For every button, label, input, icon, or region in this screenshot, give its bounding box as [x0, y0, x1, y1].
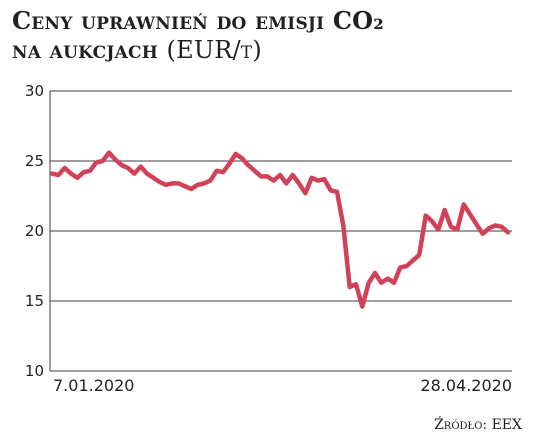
- y-axis: 10 15 20 25 30: [25, 82, 44, 380]
- y-tick-label-10: 10: [25, 362, 44, 380]
- chart-title: Ceny uprawnień do emisji CO₂ na aukcjach…: [12, 6, 532, 65]
- y-tick-label-15: 15: [25, 292, 44, 310]
- source-note: Źródło: EEX: [434, 417, 522, 433]
- x-end-label: 28.04.2020: [420, 376, 512, 395]
- y-tick-label-20: 20: [25, 222, 44, 240]
- gridlines: [49, 90, 512, 372]
- chart-title-line1: Ceny uprawnień do emisji CO₂: [12, 6, 384, 35]
- y-tick-label-25: 25: [25, 152, 44, 170]
- price-series-line: [49, 150, 511, 309]
- x-start-label: 7.01.2020: [53, 376, 134, 395]
- chart-title-unit: (EUR/t): [166, 36, 262, 64]
- y-tick-label-30: 30: [25, 82, 44, 100]
- chart-title-line2: na aukcjach: [12, 35, 158, 64]
